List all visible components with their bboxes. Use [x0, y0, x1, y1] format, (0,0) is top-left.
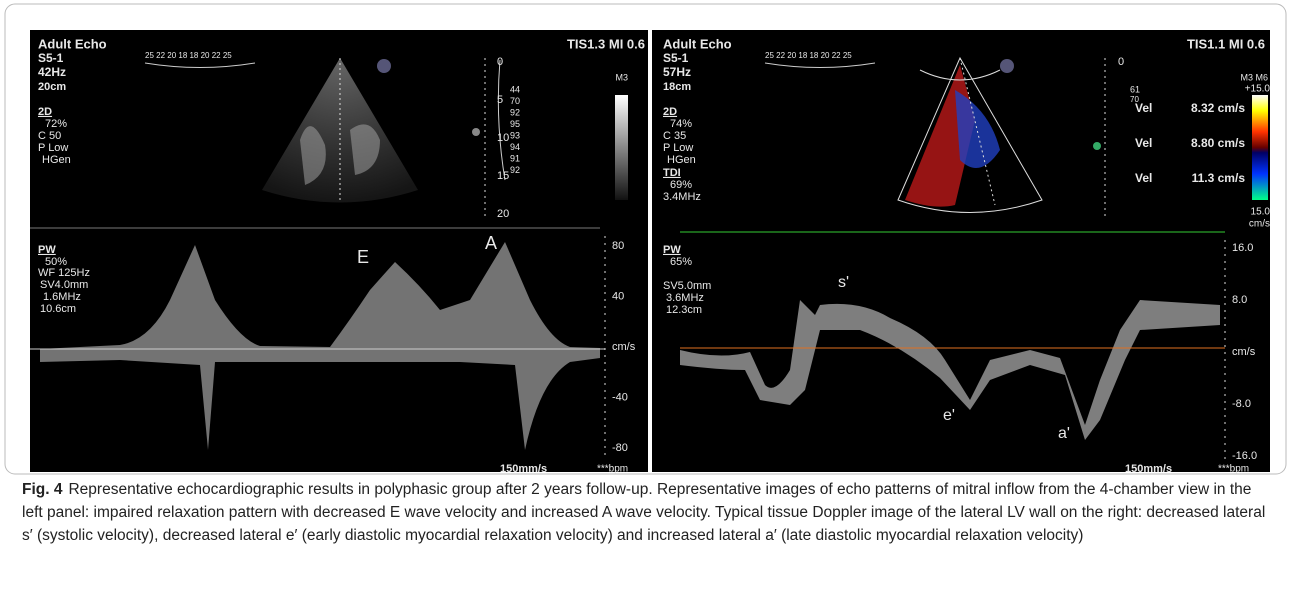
overlay-label: 61 [1130, 84, 1140, 94]
overlay-label: M3 M6 [1240, 72, 1268, 82]
overlay-label: PW [663, 244, 681, 256]
overlay-label: cm/s [1249, 219, 1270, 230]
axis-label: cm/s [1232, 346, 1256, 358]
overlay-label: 93 [510, 130, 520, 140]
orientation-marker [377, 59, 391, 73]
overlay-label: SV4.0mm [40, 279, 88, 291]
caption-label: Fig. 4 [22, 481, 62, 498]
overlay-label: SV5.0mm [663, 280, 711, 292]
overlay-label: C 50 [38, 130, 61, 142]
axis-label: -80 [612, 442, 628, 454]
overlay-label: 12.3cm [666, 304, 702, 316]
overlay-label: 92 [510, 107, 520, 117]
overlay-label: WF 125Hz [38, 267, 90, 279]
measurement-label: Vel [1135, 136, 1152, 150]
overlay-label: 15.0 [1251, 207, 1271, 218]
overlay-label: 15 [497, 170, 509, 182]
overlay-label: M3 [615, 72, 628, 82]
page: {"figure": { "left_panel": { "mode": "Ad… [0, 0, 1293, 605]
measurement-label: Vel [1135, 101, 1152, 115]
measurement-value: 8.32 cm/s [1191, 101, 1245, 115]
axis-label: -40 [612, 391, 628, 403]
overlay-label: 25 22 20 18 18 20 22 25 [765, 51, 852, 60]
overlay-label: 20 [497, 208, 509, 220]
overlay-label: 150mm/s [1125, 463, 1172, 475]
overlay-label: e' [943, 407, 955, 424]
overlay-label: 3.6MHz [666, 292, 704, 304]
overlay-label: 92 [510, 165, 520, 175]
overlay-label: 2D [663, 106, 677, 118]
overlay-label: 44 [510, 84, 520, 94]
axis-label: 8.0 [1232, 294, 1247, 306]
overlay-label: 74% [670, 118, 692, 130]
overlay-label: 65% [670, 256, 692, 268]
overlay-label: 1.6MHz [43, 291, 81, 303]
overlay-label: 3.4MHz [663, 191, 701, 203]
overlay-label: s' [838, 274, 849, 291]
overlay-label: 0 [497, 56, 503, 68]
overlay-label: P Low [663, 142, 693, 154]
overlay-label: 42Hz [38, 65, 66, 79]
overlay-label: P Low [38, 142, 68, 154]
overlay-label: Adult Echo [663, 36, 732, 51]
axis-label: -16.0 [1232, 450, 1257, 462]
overlay-label: 10 [497, 132, 509, 144]
overlay-label: 72% [45, 118, 67, 130]
overlay-label: HGen [667, 154, 696, 166]
overlay-label: 70 [510, 96, 520, 106]
overlay-label: C 35 [663, 130, 686, 142]
axis-label: cm/s [612, 341, 636, 353]
overlay-label: PW [38, 244, 56, 256]
overlay-label: E [357, 247, 369, 267]
caption: Fig. 4Representative echocardiographic r… [22, 478, 1272, 547]
overlay-label: ***bpm [1218, 464, 1249, 475]
overlay-label: 0 [1118, 56, 1124, 68]
measurement-label: Vel [1135, 171, 1152, 185]
overlay-label: a' [1058, 425, 1070, 442]
overlay-label: HGen [42, 154, 71, 166]
focus-marker [1093, 142, 1101, 150]
overlay-label: TIS1.1 MI 0.6 [1187, 36, 1265, 51]
overlay-label: S5-1 [663, 51, 689, 65]
color-bar [1252, 95, 1268, 200]
axis-label: 80 [612, 240, 624, 252]
axis-label: 40 [612, 290, 624, 302]
overlay-label: 18cm [663, 81, 691, 93]
overlay-label: TDI [663, 167, 681, 179]
overlay-label: 94 [510, 142, 520, 152]
orientation-marker [1000, 59, 1014, 73]
focus-marker [472, 128, 480, 136]
overlay-label: Adult Echo [38, 36, 107, 51]
axis-label: 16.0 [1232, 242, 1253, 254]
overlay-label: +15.0 [1245, 84, 1271, 95]
overlay-label: 2D [38, 106, 52, 118]
overlay-label: 57Hz [663, 65, 691, 79]
overlay-label: 5 [497, 94, 503, 106]
overlay-label: 150mm/s [500, 463, 547, 475]
overlay-label: TIS1.3 MI 0.6 [567, 36, 645, 51]
gray-bar [615, 95, 628, 200]
overlay-label: 25 22 20 18 18 20 22 25 [145, 51, 232, 60]
overlay-label: 10.6cm [40, 303, 76, 315]
overlay-label: 91 [510, 153, 520, 163]
measurement-value: 11.3 cm/s [1192, 171, 1246, 185]
overlay-label: 69% [670, 179, 692, 191]
overlay-label: S5-1 [38, 51, 64, 65]
overlay-label: 95 [510, 119, 520, 129]
overlay-label: ***bpm [597, 464, 628, 475]
measurement-value: 8.80 cm/s [1191, 136, 1245, 150]
overlay-label: A [485, 233, 497, 253]
caption-text: Representative echocardiographic results… [22, 481, 1265, 544]
axis-label: -8.0 [1232, 398, 1251, 410]
overlay-label: 20cm [38, 81, 66, 93]
